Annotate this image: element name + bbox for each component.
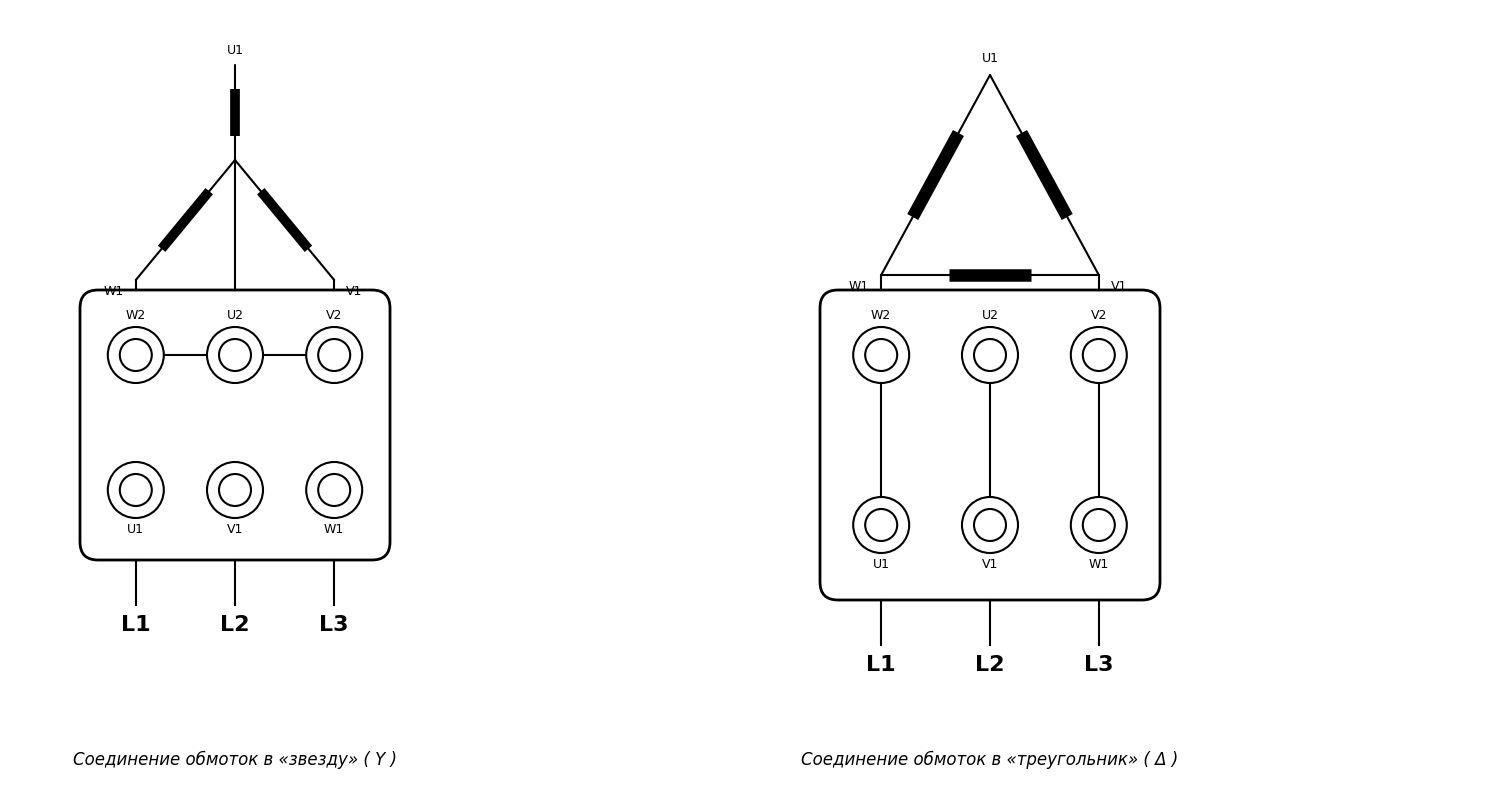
Circle shape — [1083, 339, 1114, 371]
Circle shape — [219, 474, 251, 506]
Text: V2: V2 — [326, 309, 342, 322]
Circle shape — [306, 327, 362, 383]
Text: U1: U1 — [981, 52, 999, 65]
Text: W1: W1 — [849, 280, 868, 293]
Text: Соединение обмоток в «треугольник» ( Δ ): Соединение обмоток в «треугольник» ( Δ ) — [801, 751, 1179, 769]
Circle shape — [853, 327, 909, 383]
Text: W1: W1 — [104, 285, 125, 298]
Text: L2: L2 — [975, 655, 1005, 675]
Text: V2: V2 — [1090, 309, 1107, 322]
Circle shape — [306, 462, 362, 518]
Text: L3: L3 — [320, 615, 350, 635]
Text: V1: V1 — [1112, 280, 1126, 293]
Text: W2: W2 — [126, 309, 146, 322]
Text: U1: U1 — [873, 558, 889, 571]
Circle shape — [1083, 509, 1114, 541]
FancyBboxPatch shape — [80, 290, 390, 560]
Text: U2: U2 — [226, 309, 243, 322]
Circle shape — [962, 497, 1018, 553]
Text: Соединение обмоток в «звезду» ( Y ): Соединение обмоток в «звезду» ( Y ) — [74, 751, 398, 769]
Circle shape — [1071, 497, 1126, 553]
Circle shape — [108, 462, 164, 518]
Circle shape — [207, 462, 262, 518]
Text: V1: V1 — [982, 558, 998, 571]
Text: V1: V1 — [226, 523, 243, 536]
Text: U2: U2 — [981, 309, 999, 322]
FancyBboxPatch shape — [821, 290, 1160, 600]
Text: W2: W2 — [871, 309, 891, 322]
Text: L2: L2 — [220, 615, 249, 635]
Circle shape — [318, 474, 350, 506]
Circle shape — [207, 327, 262, 383]
Circle shape — [853, 497, 909, 553]
Circle shape — [974, 509, 1006, 541]
Circle shape — [865, 339, 897, 371]
Circle shape — [318, 339, 350, 371]
Text: U1: U1 — [128, 523, 144, 536]
Circle shape — [120, 339, 152, 371]
Circle shape — [962, 327, 1018, 383]
Circle shape — [219, 339, 251, 371]
Circle shape — [1071, 327, 1126, 383]
Text: L1: L1 — [867, 655, 895, 675]
Circle shape — [108, 327, 164, 383]
Circle shape — [120, 474, 152, 506]
Text: L3: L3 — [1084, 655, 1113, 675]
Text: L1: L1 — [122, 615, 150, 635]
Text: U1: U1 — [226, 44, 243, 57]
Text: W1: W1 — [1089, 558, 1108, 571]
Text: W1: W1 — [324, 523, 345, 536]
Text: V1: V1 — [346, 285, 363, 298]
Circle shape — [865, 509, 897, 541]
Circle shape — [974, 339, 1006, 371]
